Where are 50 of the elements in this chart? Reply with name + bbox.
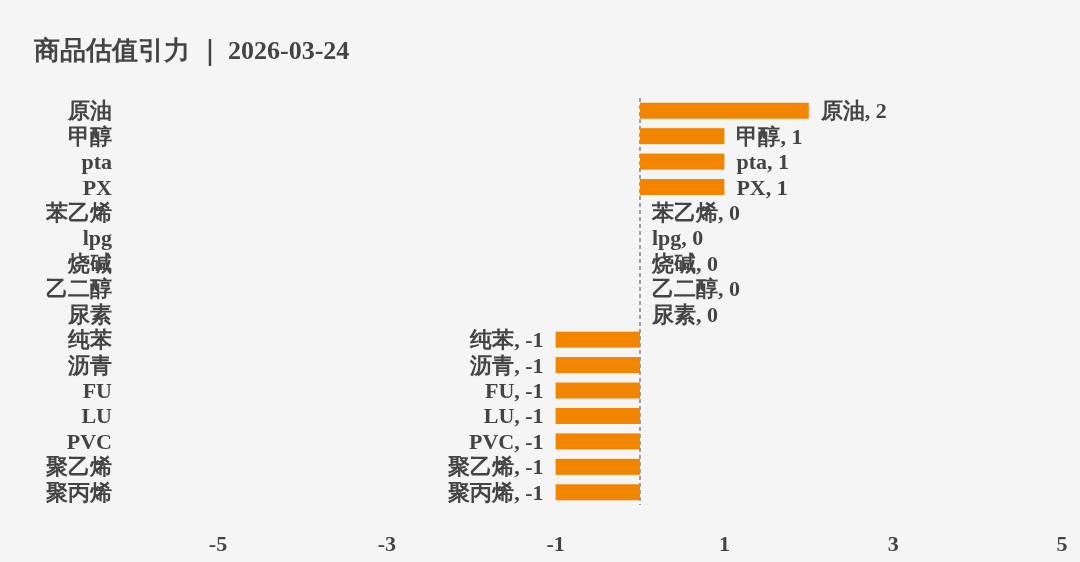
bar (640, 102, 809, 119)
y-tick-label: pta (81, 149, 112, 175)
bar (640, 153, 725, 170)
y-tick-label: LU (81, 403, 113, 429)
y-tick-label: 乙二醇 (46, 276, 112, 302)
x-tick-label: 1 (718, 530, 730, 556)
data-label: LU, -1 (483, 403, 544, 429)
bar (640, 128, 725, 145)
x-tick-label: -3 (377, 530, 396, 556)
y-tick-label: PVC (66, 428, 112, 454)
bar (555, 433, 640, 450)
y-tick-label: 甲醇 (68, 123, 112, 149)
y-tick-label: 尿素 (67, 301, 112, 327)
data-label: 乙二醇, 0 (652, 276, 740, 302)
y-tick-label: 苯乙烯 (45, 199, 112, 225)
data-label: 原油, 2 (819, 98, 887, 124)
x-tick-label: -1 (546, 530, 565, 556)
data-label: 烧碱, 0 (651, 250, 718, 276)
bar (555, 407, 640, 424)
y-tick-label: 聚乙烯 (45, 454, 112, 480)
data-label: 聚乙烯, -1 (447, 454, 544, 480)
y-tick-label: 原油 (67, 98, 112, 124)
x-tick-label: 3 (887, 530, 899, 556)
data-label: PX, 1 (736, 174, 788, 200)
data-label: lpg, 0 (652, 225, 704, 251)
data-label: 聚丙烯, -1 (447, 479, 544, 505)
y-tick-label: PX (82, 174, 113, 200)
data-label: pta, 1 (736, 149, 789, 175)
data-label: 尿素, 0 (651, 301, 718, 327)
bar (555, 382, 640, 399)
data-label: 甲醇, 1 (736, 123, 803, 149)
data-label: PVC, -1 (469, 428, 544, 454)
y-tick-label: FU (82, 378, 113, 404)
chart-title: 商品估值引力 ｜ 2026-03-24 (33, 35, 350, 66)
y-tick-label: 沥青 (67, 352, 112, 378)
y-tick-label: lpg (82, 225, 112, 251)
data-label: 沥青, -1 (469, 352, 544, 378)
bar (555, 357, 640, 374)
y-tick-label: 纯苯 (67, 327, 112, 353)
x-tick-label: 5 (1056, 530, 1068, 556)
y-tick-label: 聚丙烯 (45, 479, 112, 505)
data-label: 苯乙烯, 0 (651, 199, 740, 225)
y-tick-label: 烧碱 (67, 250, 112, 276)
x-tick-label: -5 (208, 530, 228, 556)
bar (555, 484, 640, 501)
data-label: FU, -1 (484, 378, 544, 404)
bar (640, 179, 725, 196)
data-label: 纯苯, -1 (469, 327, 544, 353)
bar (555, 458, 640, 475)
bar (555, 331, 640, 348)
